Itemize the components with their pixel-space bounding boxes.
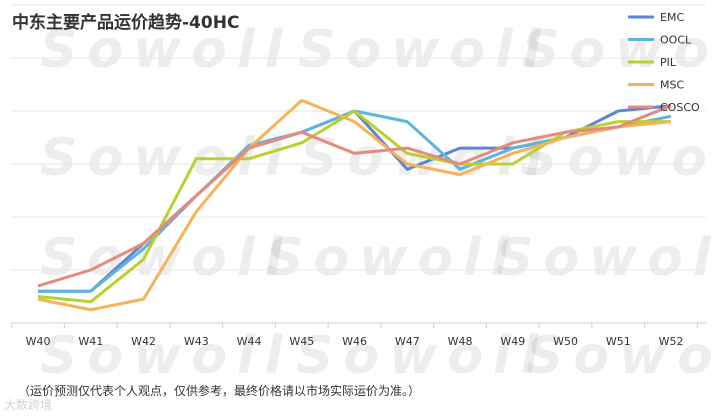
x-tick-label: W46 [342, 335, 367, 348]
series-lines [37, 98, 672, 312]
x-tick-label: W52 [659, 335, 684, 348]
x-tick-label: W49 [500, 335, 525, 348]
series-line-cosco [37, 104, 672, 288]
x-tick-label: W50 [553, 335, 578, 348]
chart-title: 中东主要产品运价趋势-40HC [12, 13, 240, 33]
legend-label-oocl: OOCL [660, 34, 692, 47]
x-tick-label: W47 [395, 335, 420, 348]
x-tick-label: W45 [289, 335, 314, 348]
x-tick-label: W48 [448, 335, 473, 348]
series-line-pil [37, 109, 671, 304]
x-tick-label: W44 [237, 335, 262, 348]
series-line-emc [38, 104, 672, 293]
series-line-oocl [38, 109, 672, 293]
legend-label-msc: MSC [660, 79, 684, 92]
x-tick-label: W42 [131, 335, 156, 348]
x-tick-label: W41 [78, 335, 103, 348]
x-tick-label: W51 [606, 335, 631, 348]
source-watermark: 大数跨境 [4, 398, 53, 412]
series-line-msc [37, 98, 672, 312]
x-tick-labels: W40 W41 W42 W43 W44 W45 W46 W47 W48 W49 W50 W51 W52 [26, 335, 684, 348]
legend-label-pil: PIL [660, 56, 677, 69]
legend-label-emc: EMC [660, 11, 684, 24]
x-tick-label: W43 [184, 335, 209, 348]
grid-lines [11, 4, 706, 328]
legend: EMC OOCL PIL MSC COSCO [628, 11, 700, 114]
disclaimer-note: （运价预测仅代表个人观点，仅供参考，最终价格请以市场实际运价为准。） [18, 384, 421, 398]
x-tick-label: W40 [26, 335, 51, 348]
legend-label-cosco: COSCO [660, 101, 700, 114]
